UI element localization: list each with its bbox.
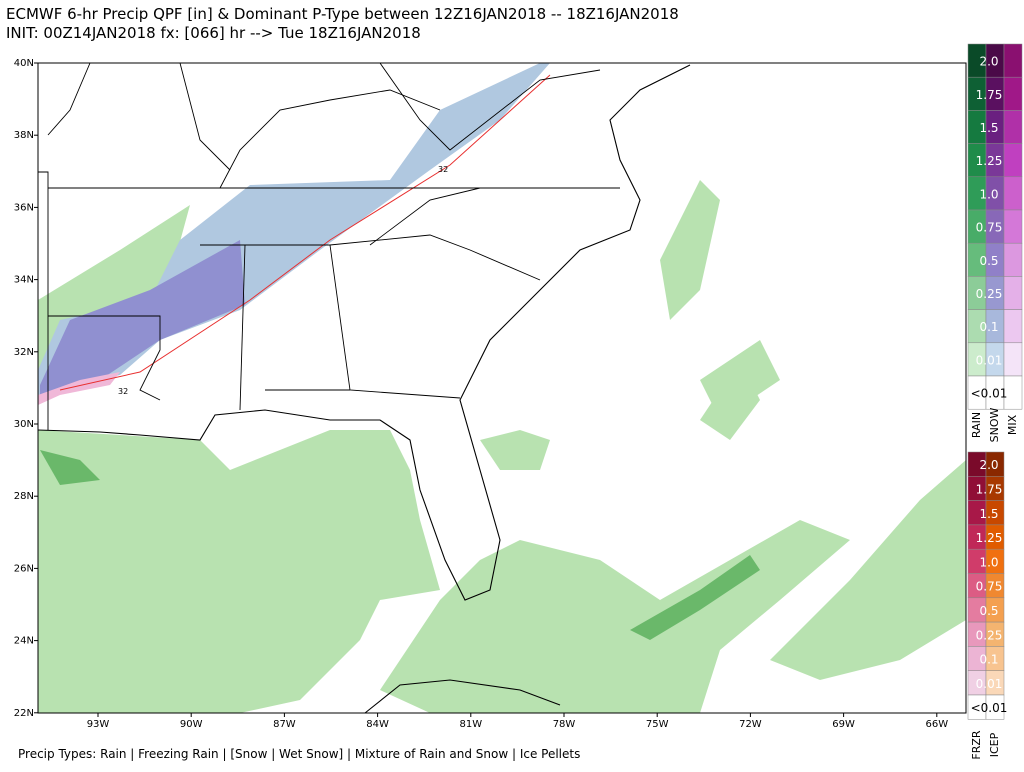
- lon-label: 93W: [87, 719, 110, 730]
- lat-label: 24N: [14, 636, 34, 647]
- legend-level: 0.75: [976, 580, 1003, 594]
- legend-level: 1.5: [979, 507, 998, 521]
- legend-swatch: [1003, 176, 1023, 211]
- legend-swatch: [1003, 375, 1023, 410]
- legend-swatch: [1003, 76, 1023, 111]
- legend-swatch: [985, 694, 1005, 720]
- legend-column: RAIN: [970, 412, 983, 438]
- lon-label: 69W: [832, 719, 855, 730]
- legend-swatch: [1003, 342, 1023, 377]
- lat-label: 22N: [14, 708, 34, 719]
- lon-label: 75W: [646, 719, 669, 730]
- lon-label: 87W: [273, 719, 296, 730]
- legend-swatch: [1003, 309, 1023, 344]
- lon-label: 72W: [739, 719, 762, 730]
- legend-level: 0.5: [979, 604, 998, 618]
- legend-level: 0.01: [976, 353, 1003, 367]
- legend-level: 0.5: [979, 254, 998, 268]
- snow-moderate: [40, 240, 245, 395]
- legend-swatch: [1003, 276, 1023, 310]
- legend-level: 1.0: [979, 555, 998, 569]
- rain-heavy: [40, 450, 760, 640]
- legend-level: 2.0: [979, 458, 998, 472]
- legend-column: ICEP: [988, 732, 1001, 757]
- lon-label: 84W: [366, 719, 389, 730]
- legend-level: 1.5: [979, 121, 998, 135]
- lat-label: 26N: [14, 563, 34, 574]
- legend-level: 0.25: [976, 628, 1003, 642]
- legend-level: <0.01: [971, 387, 1008, 401]
- map-frame: [37, 62, 967, 714]
- legend-column: MIX: [1006, 414, 1019, 435]
- legend-swatch: [1003, 242, 1023, 277]
- legend-level: 1.0: [979, 187, 998, 201]
- title: ECMWF 6-hr Precip QPF [in] & Dominant P-…: [6, 5, 679, 23]
- legend-level: 1.25: [976, 154, 1003, 168]
- legend-level: 1.75: [976, 482, 1003, 496]
- subtitle: INIT: 00Z14JAN2018 fx: [066] hr --> Tue …: [6, 24, 421, 42]
- lat-label: 36N: [14, 202, 34, 213]
- mix-area: [38, 372, 120, 405]
- legend-level: 0.75: [976, 221, 1003, 235]
- legend-level: 2.0: [979, 55, 998, 69]
- lat-label: 30N: [14, 419, 34, 430]
- lat-label: 28N: [14, 491, 34, 502]
- contour-label: 32: [118, 387, 128, 396]
- legend-column: SNOW: [988, 408, 1001, 443]
- legend-level: <0.01: [971, 701, 1008, 715]
- contour-label: 32: [438, 165, 448, 174]
- cuba: [364, 679, 561, 714]
- legend-swatch: [1003, 209, 1023, 244]
- coastline: [37, 64, 691, 601]
- lon-label: 81W: [459, 719, 482, 730]
- legend-level: 0.01: [976, 677, 1003, 691]
- lat-label: 32N: [14, 347, 34, 358]
- legend-level: 0.1: [979, 320, 998, 334]
- legend-level: 0.1: [979, 653, 998, 667]
- legend-level: 1.75: [976, 88, 1003, 102]
- lat-label: 40N: [14, 58, 34, 69]
- lat-label: 34N: [14, 275, 34, 286]
- state-lines: [38, 62, 620, 430]
- legend-swatch: [1003, 143, 1023, 178]
- lat-label: 38N: [14, 130, 34, 141]
- legend-level: 1.25: [976, 531, 1003, 545]
- lon-label: 90W: [180, 719, 203, 730]
- lon-label: 66W: [925, 719, 948, 730]
- legend-level: 0.25: [976, 287, 1003, 301]
- map: 32 32: [37, 62, 967, 714]
- freezing-line: [59, 74, 551, 391]
- legend-swatch: [1003, 43, 1023, 78]
- footer: Precip Types: Rain | Freezing Rain | [Sn…: [18, 747, 580, 761]
- legend-swatch: [1003, 110, 1023, 144]
- lon-label: 78W: [553, 719, 576, 730]
- legend-column: FRZR: [970, 730, 983, 760]
